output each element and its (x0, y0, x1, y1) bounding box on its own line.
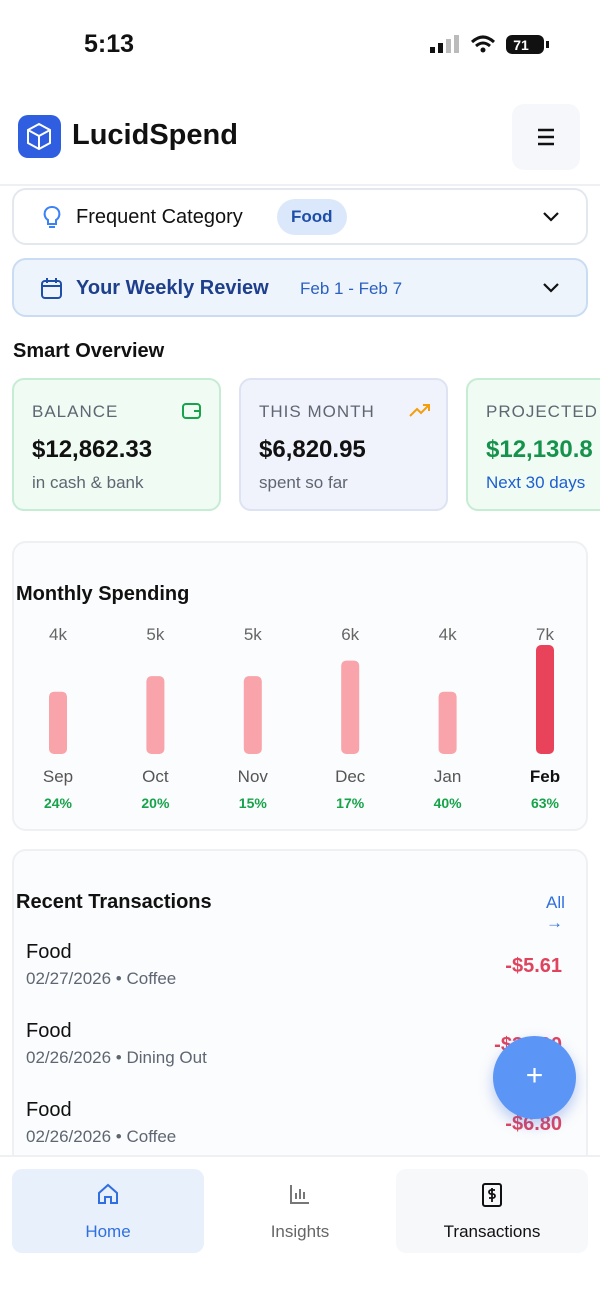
divider (0, 184, 600, 186)
transaction-detail: 02/26/2026 • Dining Out (26, 1048, 207, 1067)
transaction-category: Food (26, 1020, 72, 1042)
month-label: Sep (43, 767, 73, 786)
change-label: 17% (336, 795, 365, 811)
section-title: Recent Transactions (16, 891, 212, 913)
app-logo (18, 115, 61, 158)
bar (49, 691, 67, 754)
change-label: 24% (44, 795, 73, 811)
all-link[interactable]: All → (546, 893, 565, 932)
amount-label: 7k (536, 625, 554, 644)
month-label: Dec (335, 767, 366, 786)
balance-card: BALANCE $12,862.33 in cash & bank (12, 378, 221, 511)
amount-label: 4k (439, 625, 457, 644)
nav-label: Transactions (443, 1222, 541, 1241)
month-label: Feb (530, 767, 560, 786)
bar (341, 660, 360, 754)
weekly-review[interactable]: Your Weekly Review Feb 1 - Feb 7 (12, 258, 588, 317)
card-amount: $6,820.95 (259, 436, 366, 463)
card-label: PROJECTED (486, 402, 598, 421)
nav-home[interactable]: Home (12, 1169, 204, 1253)
nav-transactions[interactable]: Transactions (396, 1169, 588, 1253)
frequent-category[interactable]: Frequent Category Food (12, 188, 588, 245)
transaction-amount: -$5.61 (505, 955, 562, 977)
label: Your Weekly Review (76, 277, 269, 299)
clock: 5:13 (84, 30, 135, 58)
card-label: THIS MONTH (259, 402, 375, 421)
overview-cards: BALANCE $12,862.33 in cash & bank THIS M… (0, 376, 600, 514)
bar (146, 676, 165, 754)
recent-transactions: Recent Transactions All → Food 02/27/2026… (12, 849, 588, 1169)
transaction-detail: 02/27/2026 • Coffee (26, 969, 177, 988)
monthly-spending-card: Monthly Spending 4k Sep 24% 5k Oct 20% 5k Nov 15… (12, 541, 588, 831)
amount-label: 5k (146, 625, 164, 644)
change-label: 15% (239, 795, 268, 811)
add-button[interactable]: + (493, 1036, 576, 1119)
change-label: 40% (434, 795, 463, 811)
month-label: Nov (238, 767, 269, 786)
card-note: spent so far (259, 473, 348, 492)
section-title: Monthly Spending (16, 583, 190, 605)
month-label: Jan (434, 767, 461, 786)
amount-label: 6k (341, 625, 359, 644)
month-card: THIS MONTH $6,820.95 spent so far (239, 378, 448, 511)
spending-bars: 4k Sep 24% 5k Oct 20% 5k Nov 15% 6k Dec 17% 4k Jan 40%… (43, 625, 560, 811)
projected-card: PROJECTED $12,130.8 Next 30 days (466, 378, 600, 511)
bottom-nav: Home Insights Transactions (0, 1155, 600, 1298)
bar (536, 645, 554, 754)
card-note: in cash & bank (32, 473, 144, 492)
label: Frequent Category (76, 206, 243, 228)
nav-insights[interactable]: Insights (204, 1169, 396, 1253)
category-badge: Food (277, 199, 347, 235)
amount-label: 5k (244, 625, 262, 644)
status-icons: 71 (430, 35, 549, 54)
card-label: BALANCE (32, 402, 119, 421)
transaction-detail: 02/26/2026 • Coffee (26, 1127, 177, 1146)
card-note: Next 30 days (486, 473, 586, 492)
section-title: Smart Overview (13, 340, 165, 362)
card-amount: $12,862.33 (32, 436, 153, 463)
transaction-category: Food (26, 1099, 72, 1121)
menu-button[interactable] (512, 104, 580, 170)
change-label: 20% (141, 795, 170, 811)
amount-label: 4k (49, 625, 67, 644)
bar (243, 676, 262, 754)
nav-label: Home (85, 1222, 131, 1241)
date-range: Feb 1 - Feb 7 (300, 279, 403, 298)
bar (438, 691, 457, 754)
nav-label: Insights (270, 1222, 330, 1241)
card-amount: $12,130.8 (486, 436, 593, 463)
transaction-amount: -$6.80 (505, 1113, 562, 1135)
app-title: LucidSpend (72, 119, 238, 151)
transaction-category: Food (26, 941, 72, 963)
battery: 71 (513, 37, 529, 53)
change-label: 63% (531, 795, 560, 811)
month-label: Oct (142, 767, 169, 786)
